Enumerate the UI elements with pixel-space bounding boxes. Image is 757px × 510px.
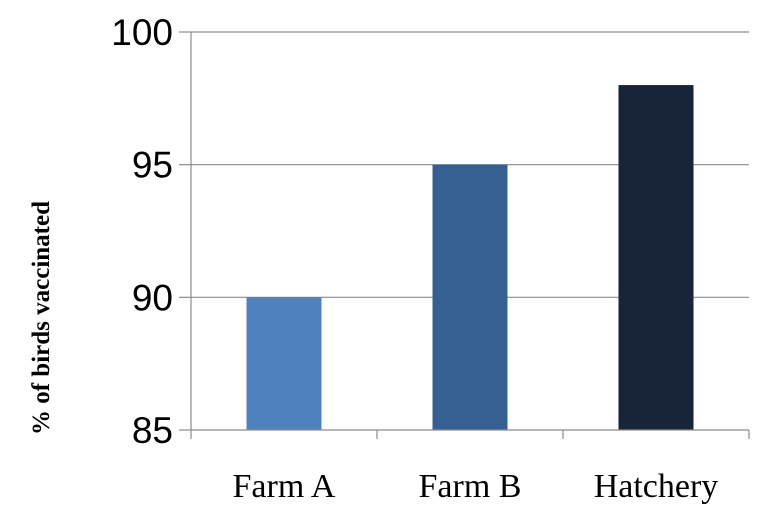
y-tick-label: 85: [132, 410, 173, 451]
y-axis-label: % of birds vaccinated: [28, 201, 55, 435]
bar-farm-a: [246, 297, 322, 430]
y-tick-label: 100: [111, 12, 173, 53]
y-tick-label: 95: [132, 145, 173, 186]
x-tick-label: Farm A: [233, 468, 336, 505]
y-tick-label: 90: [132, 277, 173, 318]
axes: [179, 31, 750, 439]
bar-hatchery: [618, 85, 694, 431]
bars: [246, 85, 694, 431]
tick-labels: 85 90 95 100 Farm A Farm B Hatchery: [111, 12, 718, 505]
x-tick-label: Farm B: [419, 468, 522, 505]
x-tick-label: Hatchery: [594, 468, 719, 505]
bar-farm-b: [432, 164, 508, 430]
